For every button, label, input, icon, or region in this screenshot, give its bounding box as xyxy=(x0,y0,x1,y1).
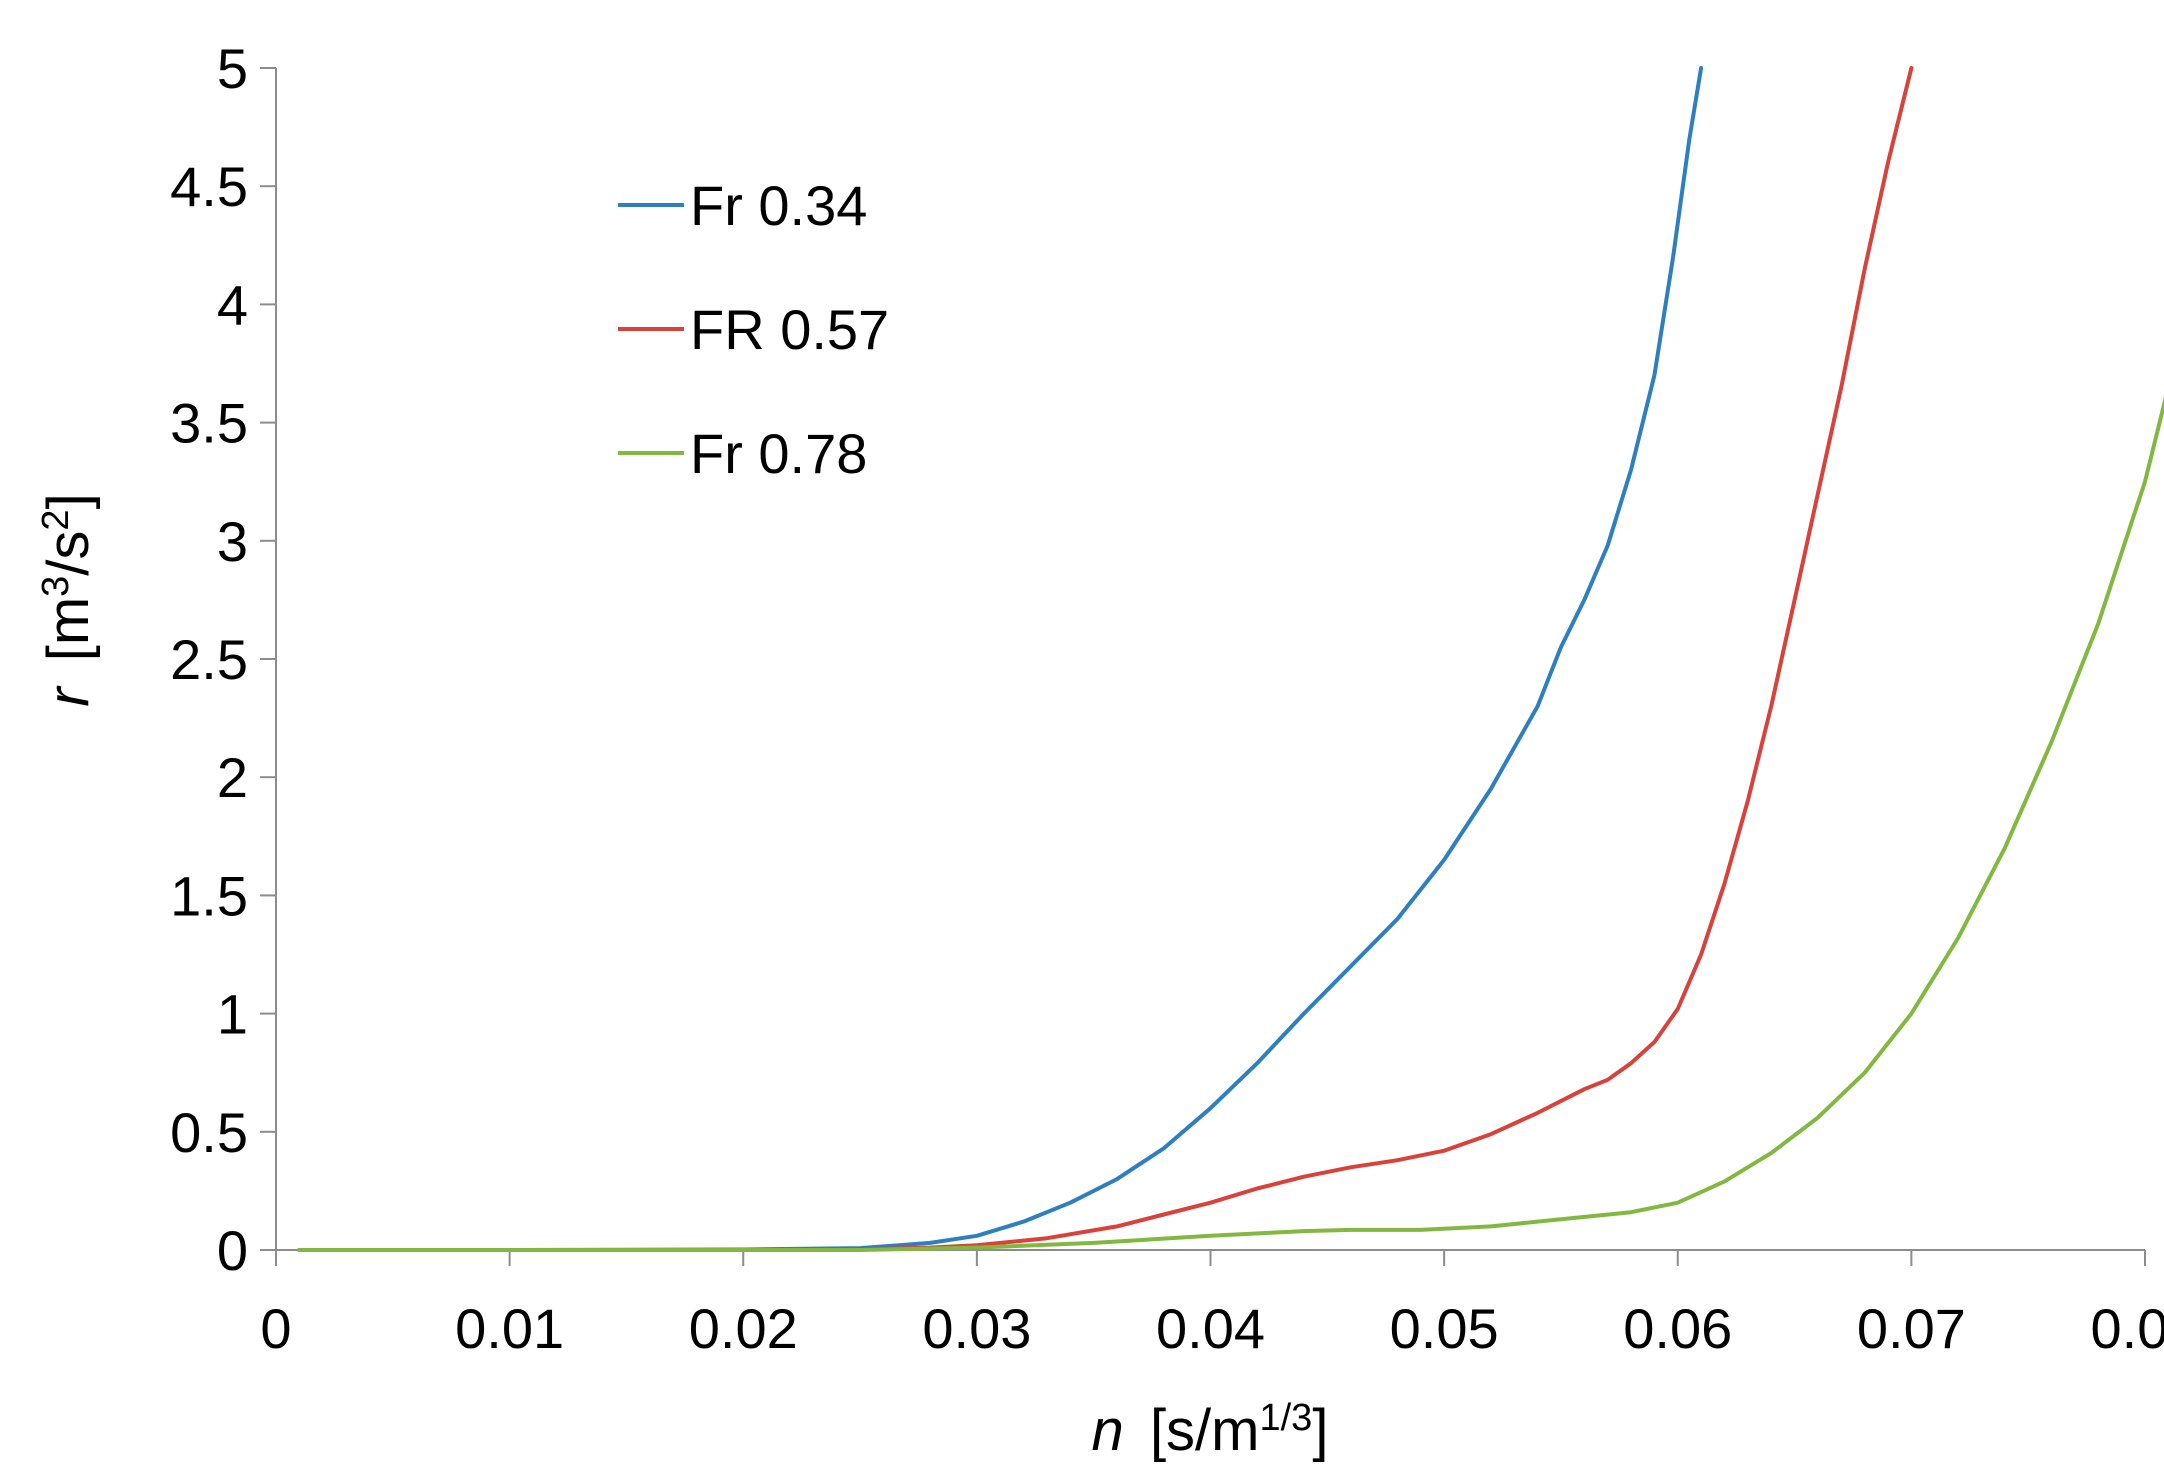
x-tick-label: 0.08 xyxy=(2091,1297,2164,1360)
series-line xyxy=(297,66,1914,1252)
y-axis-title: r [m3/s2] xyxy=(35,493,101,706)
y-tick-label: 0.5 xyxy=(170,1101,248,1164)
y-tick-label: 3.5 xyxy=(170,392,248,455)
series-lines xyxy=(297,66,2164,1252)
legend-label: Fr 0.34 xyxy=(690,174,867,237)
y-tick-label: 5 xyxy=(217,37,248,100)
y-tick-label: 2.5 xyxy=(170,628,248,691)
y-tick-label: 1 xyxy=(217,983,248,1046)
x-axis-ticks: 0 0.01 0.02 0.03 0.04 0.05 0.06 0.07 0.08 xyxy=(260,1250,2164,1360)
y-tick-label: 2 xyxy=(217,746,248,809)
series-line xyxy=(297,66,1704,1252)
y-tick-label: 4 xyxy=(217,273,248,336)
legend-label: FR 0.57 xyxy=(690,298,889,361)
series-line xyxy=(297,396,2164,1252)
x-axis-title: n [s/m1/3] xyxy=(1092,1397,1329,1463)
legend: Fr 0.34 FR 0.57 Fr 0.78 xyxy=(618,174,889,485)
x-tick-label: 0.03 xyxy=(922,1297,1031,1360)
y-tick-label: 1.5 xyxy=(170,864,248,927)
y-tick-label: 3 xyxy=(217,510,248,573)
x-tick-label: 0.07 xyxy=(1857,1297,1966,1360)
x-tick-label: 0.04 xyxy=(1156,1297,1265,1360)
x-tick-label: 0.05 xyxy=(1390,1297,1499,1360)
y-axis-ticks: 0 0.5 1 1.5 2 2.5 3 3.5 4 4.5 5 xyxy=(170,37,276,1282)
x-tick-label: 0 xyxy=(260,1297,291,1360)
legend-label: Fr 0.78 xyxy=(690,422,867,485)
x-tick-label: 0.06 xyxy=(1623,1297,1732,1360)
y-tick-label: 4.5 xyxy=(170,155,248,218)
x-tick-label: 0.01 xyxy=(455,1297,564,1360)
x-tick-label: 0.02 xyxy=(689,1297,798,1360)
y-tick-label: 0 xyxy=(217,1219,248,1282)
